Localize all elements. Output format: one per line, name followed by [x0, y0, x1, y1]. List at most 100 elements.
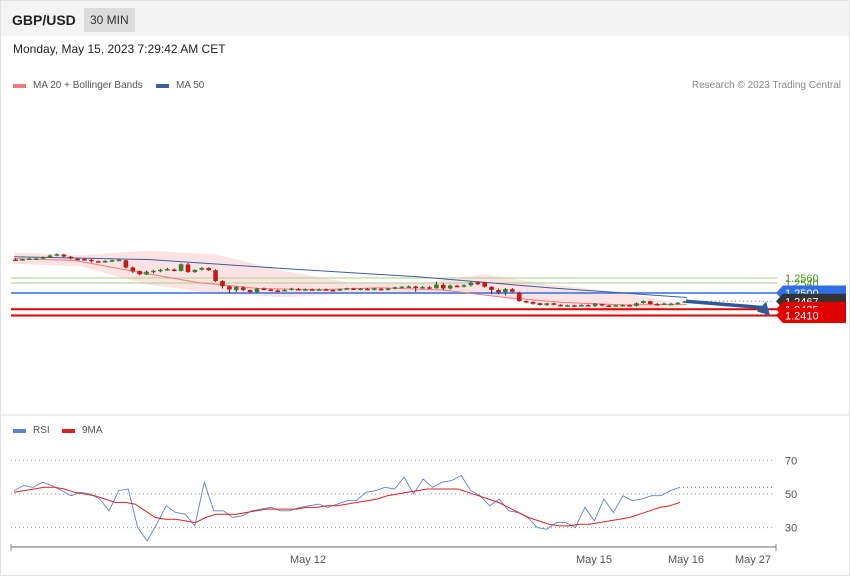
candle-body	[20, 259, 25, 261]
candle-body	[344, 288, 349, 290]
legend-label: RSI	[33, 425, 50, 436]
candle-body	[661, 303, 667, 305]
candle-body	[234, 287, 239, 290]
candle-body	[420, 287, 425, 289]
credit-text: Research © 2023 Trading Central	[691, 80, 841, 91]
candle-body	[40, 257, 46, 259]
x-tick-label: May 27	[735, 554, 771, 566]
chart-header: GBP/USD 30 MIN	[1, 1, 849, 36]
candle-body	[282, 290, 287, 292]
candle-body	[220, 281, 225, 287]
candle-body	[240, 287, 246, 290]
candlesticks	[13, 253, 688, 307]
candle-body	[544, 303, 550, 305]
projection-arrowhead	[757, 301, 770, 316]
candle-body	[199, 268, 205, 270]
candle-body	[102, 261, 108, 263]
candle-body	[144, 271, 149, 275]
candle-body	[82, 259, 87, 261]
candle-body	[227, 286, 232, 290]
candle-body	[482, 282, 487, 287]
legend-item-rsi: RSI	[13, 425, 50, 436]
candle-body	[33, 258, 39, 260]
projection-arrow	[685, 299, 770, 316]
rsi-tick-label: 70	[785, 455, 797, 467]
candle-body	[206, 268, 211, 271]
candle-body	[434, 284, 439, 289]
candle-body	[123, 260, 129, 268]
legend-item-9ma: 9MA	[62, 425, 103, 436]
candle-body	[27, 258, 32, 260]
legend-swatch	[13, 83, 26, 88]
candle-body	[365, 288, 370, 291]
legend-label: MA 20 + Bollinger Bands	[33, 80, 143, 91]
candle-body	[599, 304, 605, 306]
level-tag-label: 1.2410	[785, 311, 819, 323]
level-tag	[776, 308, 846, 323]
candle-body	[648, 301, 653, 304]
candle-body	[261, 288, 267, 290]
x-axis: May 12 May 15 May 16 May 27	[10, 544, 777, 566]
rsi-9ma-line	[13, 486, 681, 527]
candle-body	[447, 285, 453, 289]
candle-body	[96, 261, 101, 263]
timeframe-button[interactable]: 30 MIN	[84, 8, 135, 32]
candle-body	[537, 303, 543, 305]
symbol-label: GBP/USD	[12, 12, 76, 28]
projection-line	[685, 299, 763, 310]
candle-body	[682, 301, 688, 303]
rsi-panel: 70 50 30	[11, 455, 797, 542]
candle-body	[620, 305, 625, 307]
legend-label: 9MA	[82, 425, 103, 436]
candle-body	[427, 287, 432, 289]
candle-body	[213, 270, 218, 281]
candle-body	[668, 303, 674, 306]
candle-body	[171, 269, 177, 271]
level-tag-label: 1.2560	[785, 273, 819, 285]
ma50-line	[13, 256, 687, 298]
candle-body	[385, 288, 391, 290]
candle-body	[54, 254, 60, 256]
candle-body	[268, 289, 274, 291]
candle-body	[165, 269, 170, 271]
candle-body	[406, 286, 412, 288]
candle-body	[151, 270, 156, 273]
rsi-tick-label: 50	[785, 489, 797, 501]
candle-body	[130, 267, 136, 272]
candle-body	[654, 304, 660, 306]
candle-body	[296, 289, 301, 291]
candle-body	[61, 254, 67, 257]
candle-body	[461, 285, 467, 287]
candle-body	[13, 259, 18, 261]
candle-body	[254, 288, 260, 292]
candle-body	[606, 305, 612, 307]
candle-body	[392, 287, 398, 289]
candle-body	[585, 305, 591, 307]
candle-body	[675, 302, 681, 305]
candle-body	[247, 290, 253, 292]
candle-body	[372, 288, 377, 290]
candle-body	[158, 269, 163, 272]
candle-body	[489, 286, 494, 290]
candle-body	[441, 284, 446, 289]
candle-body	[454, 285, 460, 288]
candle-body	[109, 260, 115, 262]
candle-body	[475, 282, 481, 285]
candle-body	[358, 288, 363, 290]
rsi-line	[13, 474, 681, 542]
rsi-tick-label: 30	[785, 523, 797, 535]
legend-swatch	[13, 428, 26, 433]
legend-swatch	[156, 83, 169, 88]
x-tick-label: May 15	[576, 554, 612, 566]
candle-body	[634, 303, 639, 306]
x-tick-label: May 16	[668, 554, 704, 566]
candle-body	[413, 286, 418, 288]
candle-body	[116, 259, 122, 262]
candle-body	[565, 305, 570, 307]
candle-body	[303, 289, 308, 291]
candle-body	[47, 255, 53, 257]
candle-body	[516, 292, 522, 301]
candle-body	[503, 289, 508, 293]
candle-body	[275, 290, 280, 292]
